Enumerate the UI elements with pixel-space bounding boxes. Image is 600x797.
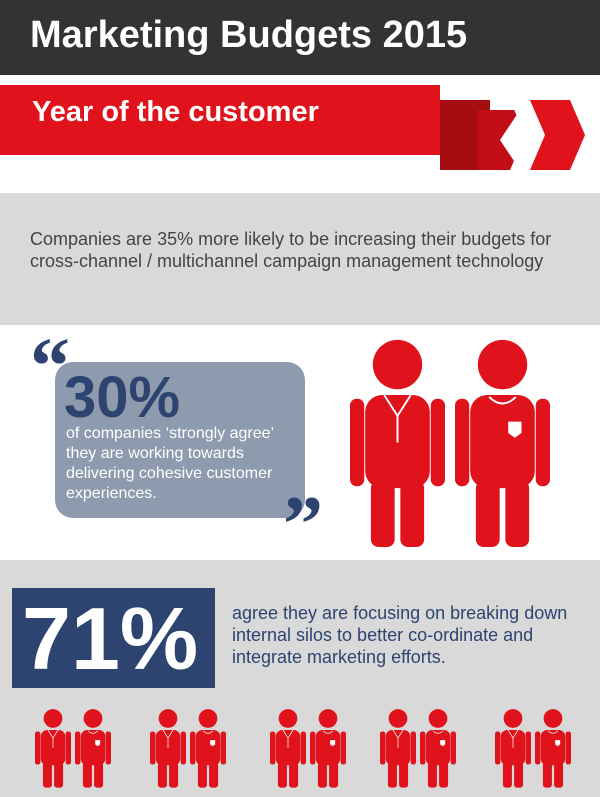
quote-text: of companies ‘strongly agree’ they are w… <box>66 425 274 502</box>
fact-text: Companies are 35% more likely to be incr… <box>30 229 552 271</box>
title: Marketing Budgets 2015 <box>30 14 468 56</box>
highlight-figure: 71% <box>22 589 199 688</box>
subtitle: Year of the customer <box>32 96 319 128</box>
highlight-text: agree they are focusing on breaking down… <box>232 603 568 667</box>
close-quote: ” <box>283 481 323 569</box>
quote-figure: 30% <box>64 365 181 430</box>
open-quote: “ <box>30 323 70 411</box>
